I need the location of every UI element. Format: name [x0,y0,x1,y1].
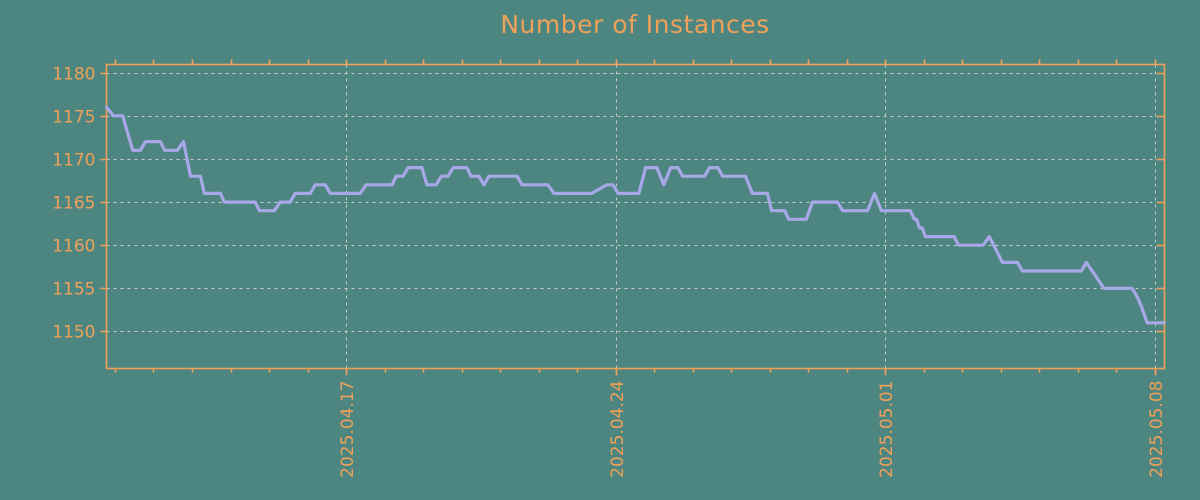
y-tick-label: 1170 [52,151,95,171]
chart-title: Number of Instances [500,10,770,39]
y-tick-label: 1160 [52,237,95,257]
y-tick-label: 1150 [52,323,95,343]
x-tick-label: 2025.04.17 [338,381,358,478]
y-tick-label: 1165 [52,194,95,214]
y-tick-label: 1155 [52,280,95,300]
x-tick-label: 2025.05.08 [1147,381,1167,478]
x-tick-label: 2025.05.01 [877,381,897,478]
series-line-instances [104,105,1166,325]
x-tick-label: 2025.04.24 [608,381,628,478]
y-tick-label: 1180 [52,65,95,85]
plot-frame [105,63,1166,370]
y-tick-label: 1175 [52,108,95,128]
